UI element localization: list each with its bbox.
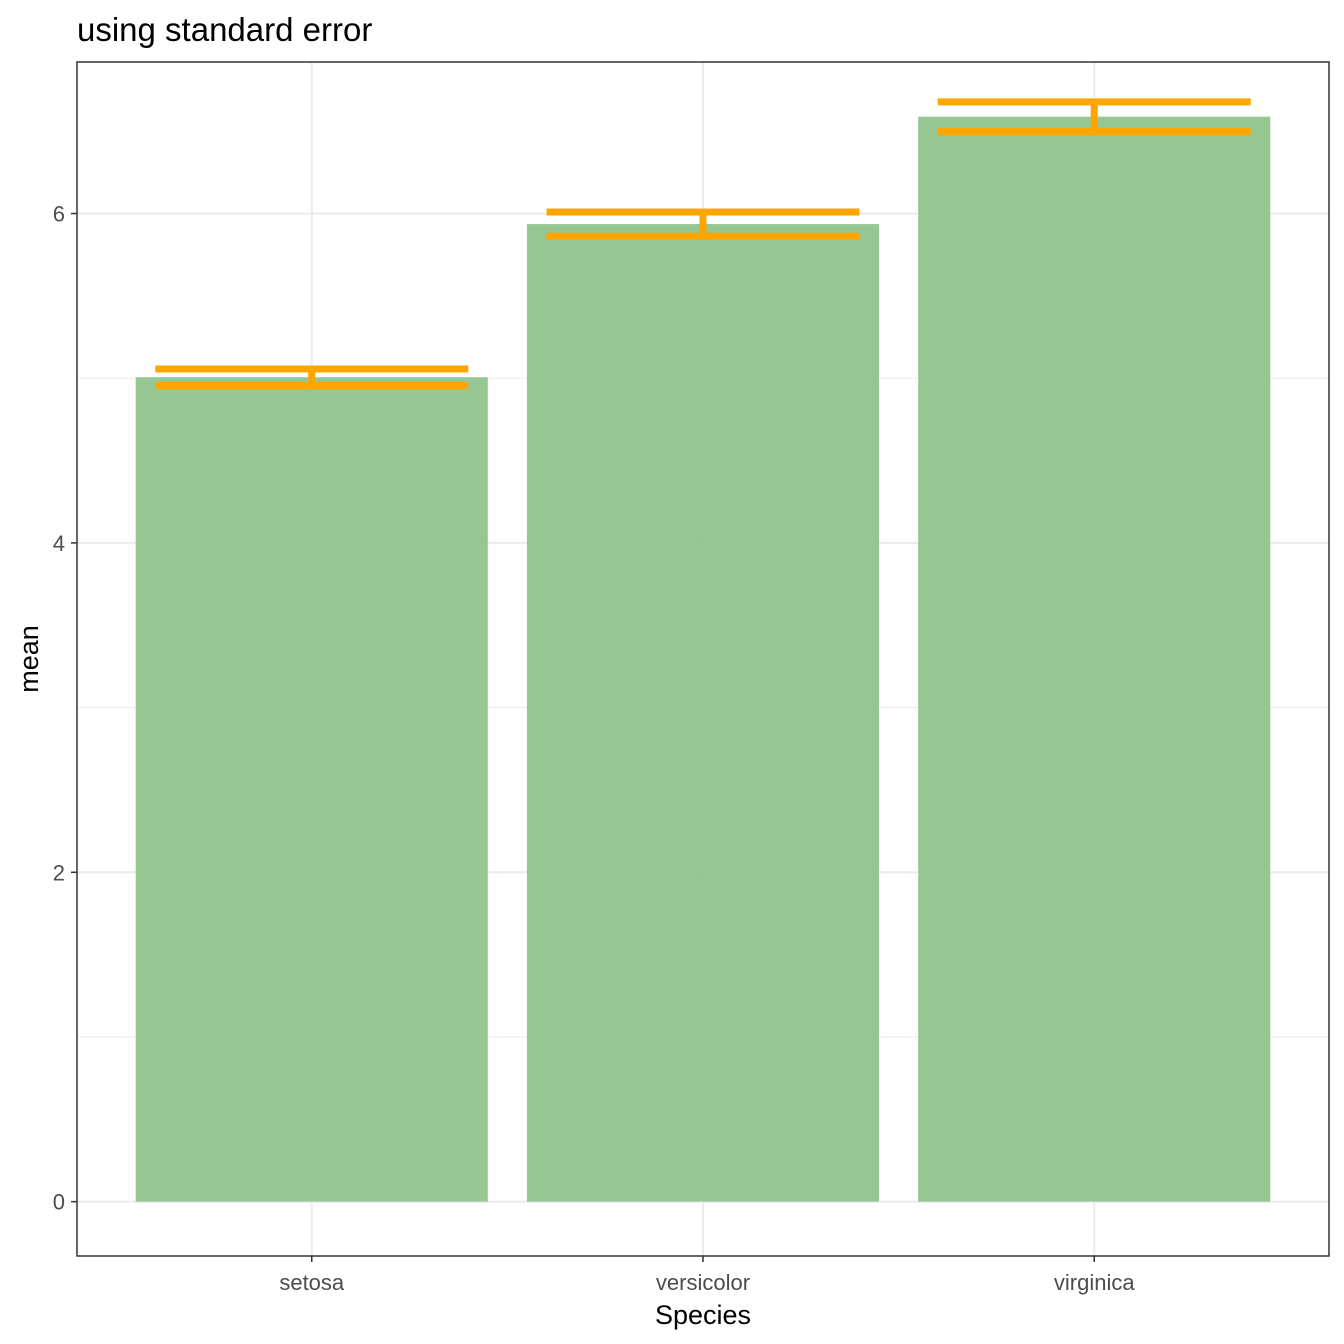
bars xyxy=(135,116,1271,1202)
bar-versicolor xyxy=(526,224,880,1202)
y-tick-label: 6 xyxy=(53,202,65,227)
y-tick-label: 2 xyxy=(53,860,65,885)
x-tick-label: versicolor xyxy=(656,1270,750,1295)
x-axis-title: Species xyxy=(655,1300,751,1330)
y-tick-label: 4 xyxy=(53,531,65,556)
error-bars xyxy=(155,98,1251,389)
chart-title: using standard error xyxy=(77,11,372,48)
y-axis: 0 2 4 6 xyxy=(53,202,77,1215)
y-axis-title: mean xyxy=(14,625,44,693)
plot-panel xyxy=(76,61,1330,1257)
x-axis: setosa versicolor virginica xyxy=(279,1256,1135,1295)
y-tick-label: 0 xyxy=(53,1190,65,1215)
bar-virginica xyxy=(918,116,1271,1202)
x-tick-label: setosa xyxy=(279,1270,345,1295)
bar-setosa xyxy=(135,377,488,1202)
x-tick-label: virginica xyxy=(1054,1270,1135,1295)
